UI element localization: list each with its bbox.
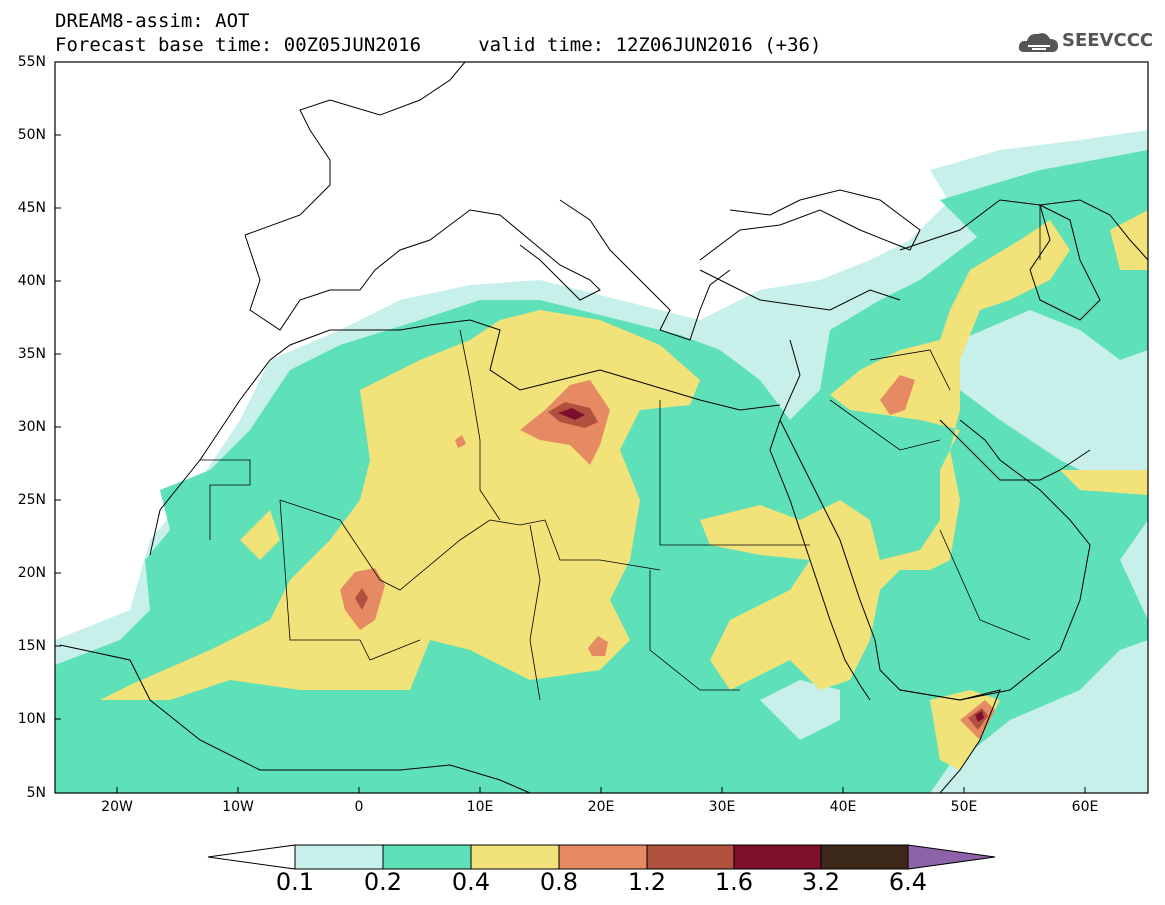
lon-label: 10E: [466, 799, 494, 815]
lat-label: 15N: [17, 638, 46, 654]
colorbar-swatch-3.2: [820, 844, 909, 870]
lat-label: 55N: [17, 54, 46, 70]
lon-label: 40E: [829, 799, 857, 815]
axis-ticks: [55, 61, 1086, 793]
seevccc-logo: SEEVCCC: [1062, 30, 1154, 51]
colorbar-swatch-1.2: [646, 844, 735, 870]
colorbar-swatch-0.4: [470, 844, 560, 870]
lat-label: 50N: [17, 127, 46, 143]
colorbar-label: 1.6: [714, 868, 754, 896]
aot-level-1.6: [558, 408, 984, 722]
lon-label: 0: [354, 799, 364, 815]
colorbar: [207, 844, 996, 870]
lon-label: 20W: [101, 799, 133, 815]
lon-label: 50E: [950, 799, 978, 815]
cloud-icon: [1018, 33, 1058, 52]
lon-label: 60E: [1071, 799, 1099, 815]
country-borders: [200, 205, 1041, 701]
colorbar-label: 0.1: [275, 868, 315, 896]
lat-label: 10N: [17, 711, 46, 727]
lat-label: 5N: [26, 785, 46, 801]
lat-label: 40N: [17, 273, 46, 289]
lat-label: 20N: [17, 565, 46, 581]
colorbar-swatch-0.8: [558, 844, 648, 870]
lat-label: 45N: [17, 200, 46, 216]
colorbar-label: 0.8: [539, 868, 579, 896]
colorbar-label: 6.4: [888, 868, 928, 896]
colorbar-swatch-0.1: [294, 844, 384, 870]
aot-level-0.1-holes: [760, 310, 1148, 793]
colorbar-swatch-0.2: [382, 844, 472, 870]
colorbar-label: 3.2: [801, 868, 841, 896]
map-title: DREAM8-assim: AOT: [55, 10, 250, 32]
colorbar-swatch-1.6: [733, 844, 822, 870]
lon-label: 10W: [222, 799, 254, 815]
lat-label: 25N: [17, 492, 46, 508]
lon-label: 20E: [587, 799, 615, 815]
colorbar-label: 0.2: [363, 868, 403, 896]
colorbar-label: 0.4: [451, 868, 491, 896]
forecast-times: Forecast base time: 00Z05JUN2016 valid t…: [55, 34, 822, 56]
colorbar-label: 1.2: [627, 868, 667, 896]
lat-label: 35N: [17, 346, 46, 362]
colorbar-low-arrow: [207, 844, 296, 870]
lat-label: 30N: [17, 419, 46, 435]
coastlines: [59, 62, 1148, 793]
colorbar-high-arrow: [907, 844, 996, 870]
lon-label: 30E: [708, 799, 736, 815]
